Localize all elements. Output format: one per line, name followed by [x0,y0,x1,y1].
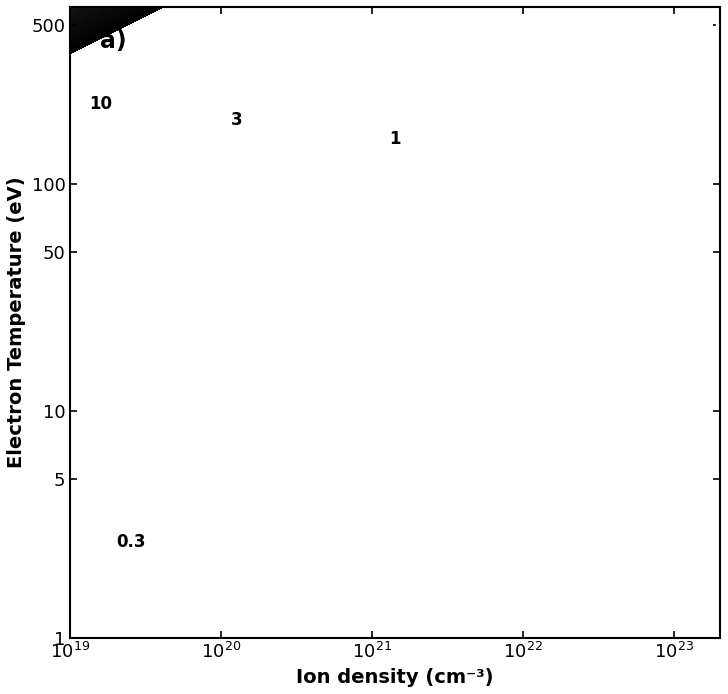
Text: 0.3: 0.3 [116,533,146,551]
Y-axis label: Electron Temperature (eV): Electron Temperature (eV) [7,176,26,468]
Text: 0.01: 0.01 [480,533,521,551]
Text: 1: 1 [389,130,400,148]
Text: 3: 3 [231,111,242,129]
X-axis label: Ion density (cm⁻³): Ion density (cm⁻³) [296,668,494,687]
Text: Fermi degenerate
electrons: Fermi degenerate electrons [653,271,716,414]
Text: 0.03: 0.03 [367,533,408,551]
Text: a): a) [100,29,126,53]
Text: 10: 10 [89,96,112,114]
Text: Typical solid: Typical solid [604,267,619,373]
Text: 0.1: 0.1 [245,533,274,551]
